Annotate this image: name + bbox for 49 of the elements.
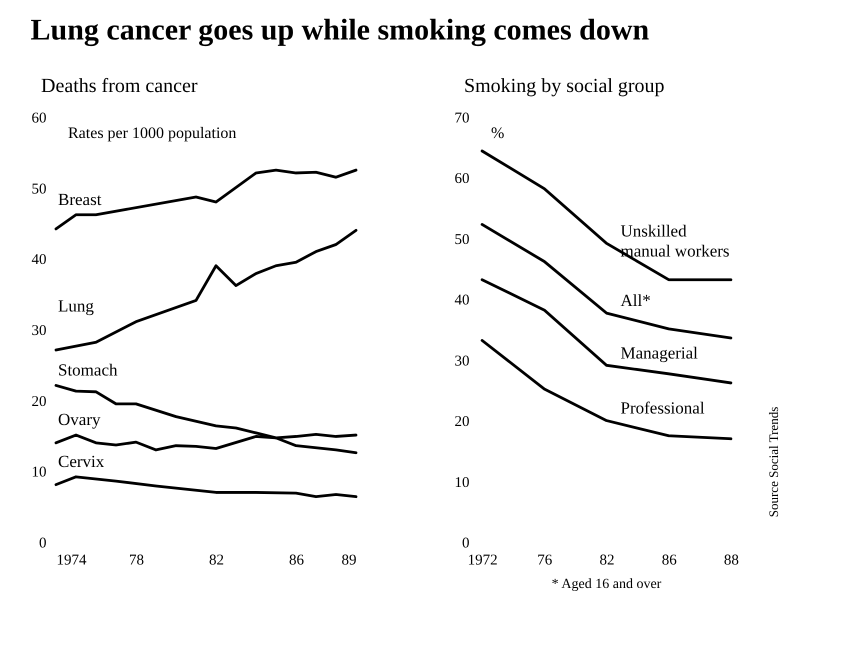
chart-subtitle: Deaths from cancer <box>41 75 198 97</box>
y-tick-label: 0 <box>39 536 46 552</box>
y-tick-label: 40 <box>32 252 46 268</box>
line-series <box>480 339 732 440</box>
y-tick-label: 50 <box>454 232 470 248</box>
series-label: Cervix <box>58 452 105 471</box>
chart-subtitle: Smoking by social group <box>464 75 665 97</box>
x-tick-label: 88 <box>724 552 739 568</box>
x-tick-label: 89 <box>342 552 356 568</box>
line-series <box>480 278 732 384</box>
text: * Aged 16 and over <box>552 577 662 592</box>
x-tick-label: 82 <box>600 552 614 568</box>
series-label: Lung <box>58 296 94 316</box>
y-axis-title: % <box>491 125 504 142</box>
y-tick-label: 40 <box>454 292 470 309</box>
line-series <box>480 150 732 282</box>
y-tick-label: 60 <box>454 171 470 188</box>
y-tick-label: 0 <box>462 536 470 552</box>
y-tick-label: 20 <box>32 394 46 410</box>
y-tick-label: 10 <box>454 474 470 491</box>
line-series <box>480 223 732 340</box>
chart-title: Lung cancer goes up while smoking comes down <box>30 14 650 46</box>
y-axis-title: Rates per 1000 population <box>68 125 236 142</box>
series-label: All* <box>620 291 651 310</box>
x-tick-label: 1974 <box>56 552 87 568</box>
series-label: Unskilled manual workers <box>620 221 730 260</box>
series-label: Professional <box>620 398 705 418</box>
y-tick-label: 10 <box>32 464 46 481</box>
line-series <box>54 228 358 352</box>
series-label: Managerial <box>620 343 698 362</box>
y-tick-label: 60 <box>32 110 46 126</box>
source-note: Source Social Trends <box>766 406 781 518</box>
series-label: Breast <box>58 190 102 209</box>
x-tick-label: 86 <box>289 552 304 568</box>
x-tick-label: 86 <box>662 552 678 568</box>
series-label: Ovary <box>58 410 101 430</box>
line-series <box>54 168 358 230</box>
y-tick-label: 30 <box>454 353 470 370</box>
y-tick-label: 30 <box>32 323 46 339</box>
y-tick-label: 50 <box>32 181 46 198</box>
x-tick-label: 82 <box>209 552 224 568</box>
x-tick-label: 76 <box>537 552 553 568</box>
y-tick-label: 20 <box>454 414 470 430</box>
y-tick-label: 70 <box>454 110 470 126</box>
x-tick-label: 78 <box>129 552 144 568</box>
series-label: Stomach <box>58 360 118 380</box>
line-series <box>54 475 358 498</box>
line-series <box>54 384 358 454</box>
x-tick-label: 1972 <box>468 552 498 568</box>
